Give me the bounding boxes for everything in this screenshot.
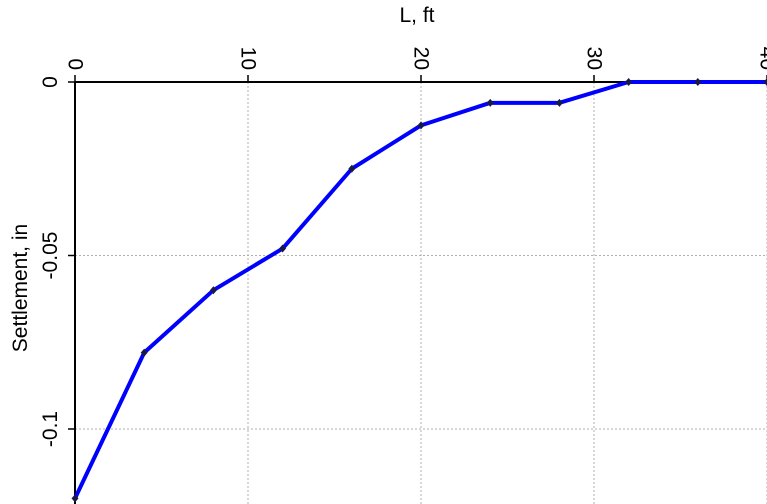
y-tick-label: -0.1 [39,411,62,447]
y-tick-label: -0.05 [39,232,62,280]
data-point [417,121,425,130]
data-point [486,98,494,107]
data-point [71,494,79,503]
axes-layer [68,75,767,504]
x-tick-label: 10 [237,47,260,70]
data-point [348,164,356,173]
tick-labels: 0 10 20 30 40 0 -0.05 -0.1 [39,47,767,447]
series-layer [71,78,767,503]
y-axis-label: Settlement, in [9,224,32,352]
y-tick-label: 0 [39,76,62,88]
data-point [625,78,633,86]
data-point [763,78,767,86]
data-point [279,244,287,253]
x-tick-label: 0 [64,58,87,70]
x-tick-label: 30 [583,47,606,70]
x-tick-label: 40 [756,47,767,70]
data-point [694,78,702,86]
x-axis-label: L, ft [399,4,434,27]
grid-layer [75,82,767,504]
data-point [209,286,217,295]
x-tick-label: 20 [410,47,433,70]
data-point [555,98,563,107]
data-point [140,348,148,357]
